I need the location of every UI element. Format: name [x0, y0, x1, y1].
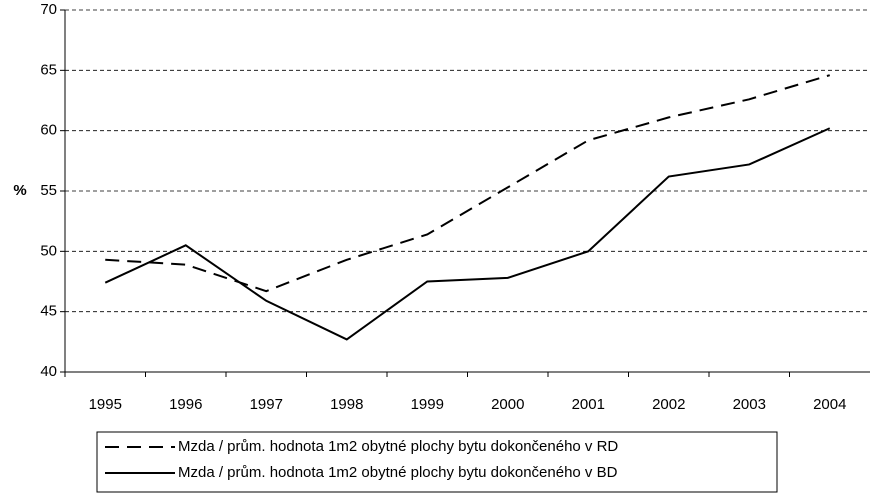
x-tick-label: 2004 [813, 396, 846, 413]
y-tick-label: 70 [40, 1, 57, 18]
legend-label: Mzda / prům. hodnota 1m2 obytné plochy b… [178, 438, 618, 455]
legend-box [96, 431, 778, 493]
x-tick-label: 1999 [411, 396, 444, 413]
x-tick-label: 2002 [652, 396, 685, 413]
y-tick-label: 40 [40, 363, 57, 380]
x-tick-label: 1997 [250, 396, 283, 413]
y-tick-label: 50 [40, 242, 57, 259]
x-tick-label: 2001 [572, 396, 605, 413]
line-series [104, 127, 831, 341]
x-tick-label: 2003 [733, 396, 766, 413]
x-tick-label: 2000 [491, 396, 524, 413]
y-tick-label: 55 [40, 182, 57, 199]
legend-label: Mzda / prům. hodnota 1m2 obytné plochy b… [178, 464, 618, 481]
y-tick-label: 65 [40, 61, 57, 78]
line-series [105, 74, 831, 293]
y-tick-label: 60 [40, 122, 57, 139]
x-tick-label: 1996 [169, 396, 202, 413]
x-tick-label: 1995 [89, 396, 122, 413]
y-axis-label: % [13, 182, 26, 199]
x-tick-label: 1998 [330, 396, 363, 413]
y-tick-label: 45 [40, 303, 57, 320]
